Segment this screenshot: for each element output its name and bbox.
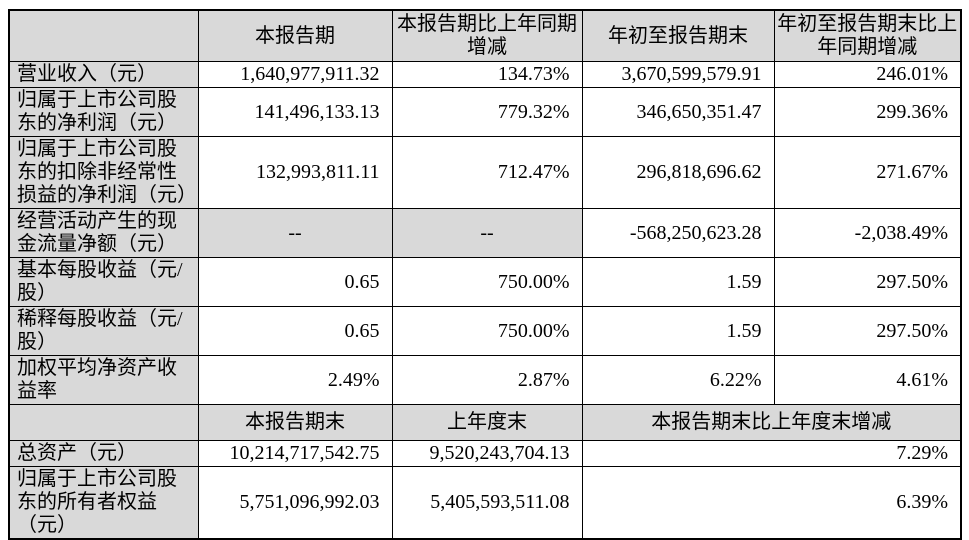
- value-cell: 779.32%: [391, 87, 583, 137]
- value-cell: 2.87%: [391, 355, 583, 405]
- value-cell: 5,405,593,511.08: [391, 466, 583, 540]
- header-corner-cell: [8, 9, 199, 62]
- table-row-diluted-eps: 稀释每股收益（元/股） 0.65 750.00% 1.59 297.50%: [8, 306, 962, 356]
- table-row-deducted-net-profit: 归属于上市公司股东的扣除非经常性损益的净利润（元） 132,993,811.11…: [8, 136, 962, 209]
- period-end-header-row: 本报告期末 上年度末 本报告期末比上年度末增减: [8, 404, 962, 441]
- header-current-period-end: 本报告期末: [197, 404, 393, 441]
- header-prior-year-end: 上年度末: [391, 404, 583, 441]
- header-corner-cell: [8, 404, 199, 441]
- value-cell: 750.00%: [391, 257, 583, 307]
- table-row-owners-equity: 归属于上市公司股东的所有者权益（元） 5,751,096,992.03 5,40…: [8, 466, 962, 540]
- row-label: 归属于上市公司股东的扣除非经常性损益的净利润（元）: [8, 136, 199, 209]
- value-cell: 346,650,351.47: [581, 87, 775, 137]
- value-cell: 3,670,599,579.91: [581, 61, 775, 88]
- header-period-end-change: 本报告期末比上年度末增减: [581, 404, 962, 441]
- value-cell: 297.50%: [773, 306, 962, 356]
- value-cell: 7.29%: [581, 440, 962, 467]
- table-row-operating-cash-flow: 经营活动产生的现金流量净额（元） -- -- -568,250,623.28 -…: [8, 208, 962, 258]
- value-cell: 4.61%: [773, 355, 962, 405]
- value-cell-empty: --: [197, 208, 393, 258]
- value-cell: 246.01%: [773, 61, 962, 88]
- value-cell: 271.67%: [773, 136, 962, 209]
- value-cell: 141,496,133.13: [197, 87, 393, 137]
- header-period-change: 本报告期比上年同期增减: [391, 9, 583, 62]
- financial-summary-table: 本报告期 本报告期比上年同期增减 年初至报告期末 年初至报告期末比上年同期增减 …: [8, 9, 962, 540]
- value-cell: 2.49%: [197, 355, 393, 405]
- table-row-basic-eps: 基本每股收益（元/股） 0.65 750.00% 1.59 297.50%: [8, 257, 962, 307]
- value-cell: 6.39%: [581, 466, 962, 540]
- row-label: 加权平均净资产收益率: [8, 355, 199, 405]
- value-cell: 297.50%: [773, 257, 962, 307]
- value-cell: 712.47%: [391, 136, 583, 209]
- row-label: 稀释每股收益（元/股）: [8, 306, 199, 356]
- value-cell: 132,993,811.11: [197, 136, 393, 209]
- value-cell: 134.73%: [391, 61, 583, 88]
- value-cell: 9,520,243,704.13: [391, 440, 583, 467]
- value-cell: 1,640,977,911.32: [197, 61, 393, 88]
- row-label: 总资产（元）: [8, 440, 199, 467]
- row-label: 营业收入（元）: [8, 61, 199, 88]
- value-cell: 5,751,096,992.03: [197, 466, 393, 540]
- row-label: 归属于上市公司股东的所有者权益（元）: [8, 466, 199, 540]
- row-label: 基本每股收益（元/股）: [8, 257, 199, 307]
- table-row-net-profit: 归属于上市公司股东的净利润（元） 141,496,133.13 779.32% …: [8, 87, 962, 137]
- value-cell: 1.59: [581, 306, 775, 356]
- value-cell: 296,818,696.62: [581, 136, 775, 209]
- table-row-revenue: 营业收入（元） 1,640,977,911.32 134.73% 3,670,5…: [8, 61, 962, 88]
- table-row-total-assets: 总资产（元） 10,214,717,542.75 9,520,243,704.1…: [8, 440, 962, 467]
- period-header-row: 本报告期 本报告期比上年同期增减 年初至报告期末 年初至报告期末比上年同期增减: [8, 9, 962, 62]
- value-cell: 1.59: [581, 257, 775, 307]
- header-ytd: 年初至报告期末: [581, 9, 775, 62]
- value-cell-empty: --: [391, 208, 583, 258]
- value-cell: -568,250,623.28: [581, 208, 775, 258]
- table-row-weighted-avg-roe: 加权平均净资产收益率 2.49% 2.87% 6.22% 4.61%: [8, 355, 962, 405]
- row-label: 归属于上市公司股东的净利润（元）: [8, 87, 199, 137]
- header-ytd-change: 年初至报告期末比上年同期增减: [773, 9, 962, 62]
- value-cell: 0.65: [197, 306, 393, 356]
- row-label: 经营活动产生的现金流量净额（元）: [8, 208, 199, 258]
- header-current-period: 本报告期: [197, 9, 393, 62]
- value-cell: 10,214,717,542.75: [197, 440, 393, 467]
- value-cell: -2,038.49%: [773, 208, 962, 258]
- value-cell: 6.22%: [581, 355, 775, 405]
- value-cell: 0.65: [197, 257, 393, 307]
- value-cell: 750.00%: [391, 306, 583, 356]
- value-cell: 299.36%: [773, 87, 962, 137]
